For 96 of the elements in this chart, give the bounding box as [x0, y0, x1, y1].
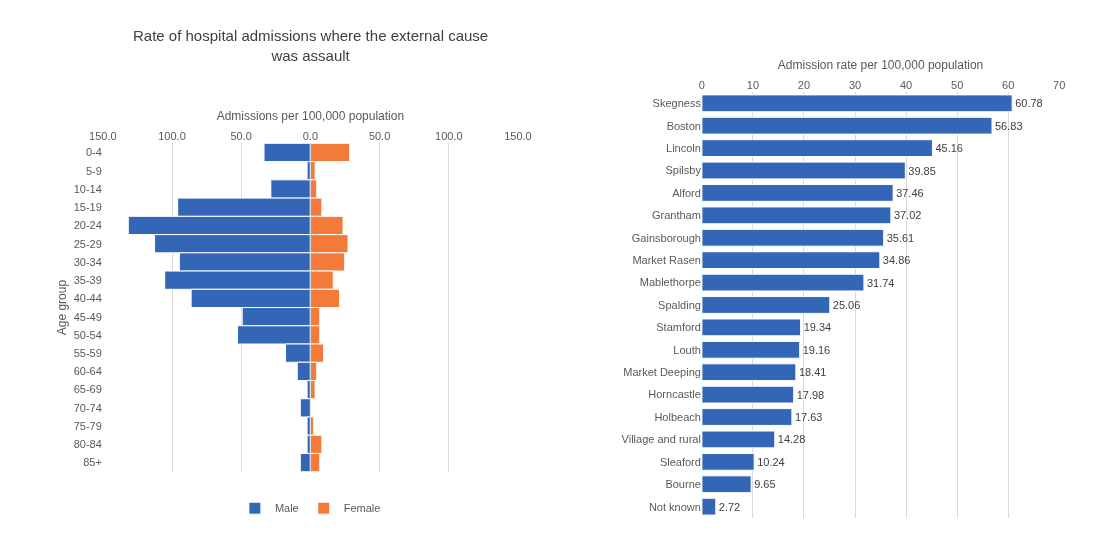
y-tick-label: Spilsby [665, 164, 702, 177]
y-tick-label: 70-74 [73, 401, 102, 414]
y-tick-label: 0-4 [85, 146, 102, 159]
bar [701, 161, 906, 180]
data-label: 34.86 [882, 254, 911, 267]
bar [701, 206, 892, 225]
y-tick-label: Mablethorpe [639, 276, 701, 289]
data-label: 31.74 [866, 276, 895, 289]
bar [701, 497, 717, 516]
y-tick-label: Market Deeping [623, 366, 701, 379]
y-tick-label: 30-34 [73, 255, 102, 268]
y-tick-label: 65-69 [73, 383, 102, 396]
data-label: 2.72 [718, 500, 741, 513]
x-tick-label: 50 [951, 78, 964, 91]
y-tick-label: Alford [672, 186, 701, 199]
y-tick-label: Boston [666, 119, 701, 132]
bar [701, 340, 801, 359]
data-label: 35.61 [886, 231, 915, 244]
y-tick-label: 60-64 [73, 365, 102, 378]
x-tick-label: 150.0 [89, 130, 117, 143]
y-tick-label: 50-54 [73, 328, 102, 341]
y-tick-label: Spalding [658, 298, 701, 311]
y-tick-label: Holbeach [654, 410, 701, 423]
y-tick-label: 15-19 [73, 201, 102, 214]
x-tick-label: 70 [1053, 78, 1066, 91]
x-tick-label: 0 [698, 78, 705, 91]
x-tick-label: 100.0 [435, 130, 463, 143]
y-tick-label: 25-29 [73, 237, 102, 250]
chart-title: Rate of hospital admissions where the external cause was assault [133, 27, 489, 64]
data-label: 19.34 [803, 321, 832, 334]
bar [701, 116, 993, 135]
y-tick-label: 75-79 [73, 419, 102, 432]
x-tick-label: 30 [848, 78, 862, 91]
y-tick-label: Gainsborough [631, 231, 701, 244]
bar [701, 318, 802, 337]
x-tick-label: 100.0 [158, 130, 186, 143]
x-axis-title: Admission rate per 100,000 population [777, 58, 984, 73]
y-tick-label: Horncastle [648, 388, 701, 401]
data-label: 60.78 [1015, 97, 1043, 110]
y-tick-label: 45-49 [73, 310, 102, 323]
y-tick-label: 10-14 [73, 182, 102, 195]
bar [701, 475, 752, 494]
data-label: 56.83 [995, 119, 1023, 132]
bar [701, 430, 776, 449]
bar [701, 408, 793, 426]
data-label: 25.06 [832, 298, 861, 311]
x-tick-label: 20 [797, 78, 811, 91]
data-label: 39.85 [908, 164, 936, 177]
bar [701, 452, 755, 471]
y-axis-title: Age group [54, 279, 69, 336]
y-tick-label: Lincoln [666, 141, 701, 154]
data-label: 37.46 [896, 186, 924, 199]
data-label: 18.41 [798, 366, 827, 379]
data-label: 17.98 [796, 388, 825, 401]
data-label: 10.24 [757, 455, 785, 468]
y-tick-label: Skegness [652, 97, 702, 110]
bar [701, 184, 894, 202]
bar [701, 363, 797, 382]
data-label: 45.16 [935, 142, 963, 155]
y-tick-label: 35-39 [73, 274, 102, 287]
x-tick-label: 150.0 [504, 130, 532, 143]
x-tick-label: 50.0 [368, 130, 391, 143]
bar [701, 94, 1013, 113]
y-tick-label: 85+ [83, 456, 102, 469]
y-tick-label: Louth [673, 343, 701, 356]
x-tick-label: 60 [1002, 78, 1015, 91]
x-tick-label: 40 [899, 78, 913, 91]
y-tick-label: 80-84 [73, 438, 102, 451]
bar [701, 139, 933, 158]
y-tick-label: 40-44 [73, 292, 102, 305]
data-label: 17.63 [794, 411, 823, 424]
x-tick-label: 50.0 [230, 130, 252, 143]
bar [701, 273, 865, 292]
data-label: 37.02 [893, 209, 922, 222]
bar [701, 228, 885, 247]
y-tick-label: Grantham [651, 209, 701, 222]
y-tick-label: Village and rural [621, 433, 701, 446]
y-tick-label: Stamford [656, 321, 701, 334]
data-label: 9.65 [754, 478, 776, 491]
bar [701, 251, 881, 270]
y-tick-label: Sleaford [659, 455, 701, 468]
x-tick-label: 10 [746, 78, 760, 91]
y-tick-label: 55-59 [73, 346, 102, 359]
y-tick-label: 20-24 [73, 219, 102, 232]
y-tick-label: 5-9 [85, 164, 102, 177]
legend-label: Male [274, 502, 299, 515]
legend-label: Female [343, 502, 381, 515]
x-axis-title: Admissions per 100,000 population [216, 109, 405, 124]
x-tick-label: 0.0 [302, 130, 319, 143]
y-tick-label: Bourne [665, 478, 701, 491]
bar [701, 296, 831, 314]
y-tick-label: Market Rasen [632, 254, 701, 267]
y-tick-label: Not known [648, 500, 701, 513]
bar [701, 385, 795, 404]
data-label: 19.16 [802, 343, 831, 356]
data-label: 14.28 [777, 433, 806, 446]
